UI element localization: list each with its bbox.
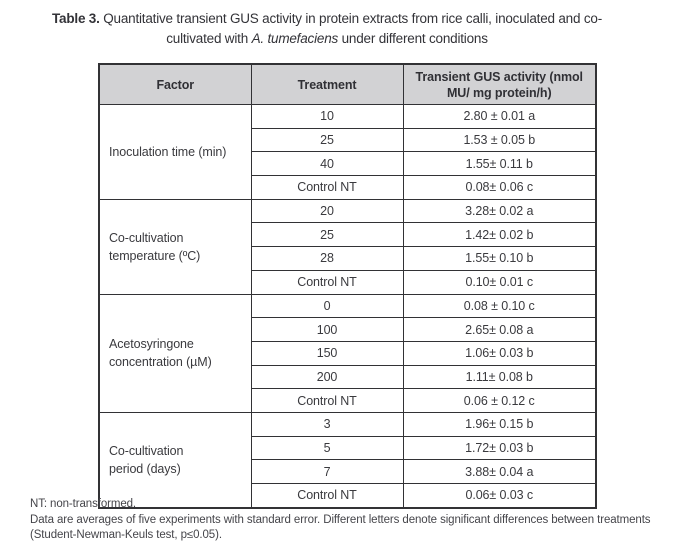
table-row: 100 2.65± 0.08 a <box>99 317 597 342</box>
table-row: 28 1.55± 0.10 b <box>99 246 597 271</box>
activity-cell: 0.06± 0.03 c <box>402 482 597 509</box>
treatment-cell: 7 <box>250 459 404 484</box>
table-row: Control NT 0.06± 0.03 c <box>99 482 597 509</box>
table-row: 200 1.11± 0.08 b <box>99 364 597 390</box>
activity-cell: 2.80 ± 0.01 a <box>402 104 597 129</box>
table-row: 25 1.53 ± 0.05 b <box>99 127 597 153</box>
caption-line-1: Table 3. Quantitative transient GUS acti… <box>0 9 654 29</box>
treatment-cell: 0 <box>250 293 404 319</box>
treatment-cell: Control NT <box>250 269 404 295</box>
footnote-nt: NT: non-transformed. <box>30 498 137 510</box>
caption-species-name: A. tumefaciens <box>251 31 339 46</box>
caption-line-2: cultivated with A. tumefaciens under dif… <box>0 29 654 49</box>
treatment-cell: Control NT <box>250 388 404 413</box>
gus-activity-table: Factor Treatment Transient GUS activity … <box>98 63 597 509</box>
factor-cell: Co-cultivation period (days) <box>98 411 252 509</box>
activity-cell: 1.55± 0.11 b <box>402 151 597 177</box>
factor-cell: Inoculation time (min) <box>98 104 252 200</box>
footnote-stats: Data are averages of five experiments wi… <box>30 513 651 542</box>
table-body: Inoculation time (min) 10 2.80 ± 0.01 a 25 1… <box>98 104 597 509</box>
activity-cell: 2.65± 0.08 a <box>402 317 597 342</box>
table-row: 25 1.42± 0.02 b <box>99 222 597 248</box>
treatment-cell: 100 <box>250 317 404 342</box>
activity-cell: 3.88± 0.04 a <box>402 459 597 484</box>
table-caption: Table 3. Quantitative transient GUS acti… <box>0 9 654 49</box>
header-treatment: Treatment <box>250 63 404 105</box>
activity-cell: 1.06± 0.03 b <box>402 340 597 366</box>
table-row: 5 1.72± 0.03 b <box>99 435 597 461</box>
factor-cell: Acetosyringone concentration (µM) <box>98 293 252 413</box>
table-row: Control NT 0.06 ± 0.12 c <box>99 388 597 413</box>
table-header-row: Factor Treatment Transient GUS activity … <box>98 63 597 105</box>
activity-cell: 1.96± 0.15 b <box>402 411 597 437</box>
caption-label: Table 3. <box>52 11 100 26</box>
treatment-cell: 25 <box>250 127 404 153</box>
activity-cell: 0.08 ± 0.10 c <box>402 293 597 319</box>
table-row: Inoculation time (min) 10 2.80 ± 0.01 a <box>98 104 597 200</box>
header-activity: Transient GUS activity (nmol MU/ mg prote… <box>402 63 597 105</box>
treatment-cell: 25 <box>250 222 404 248</box>
factor-cell: Co-cultivation temperature (ºC) <box>98 198 252 295</box>
activity-cell: 1.55± 0.10 b <box>402 246 597 271</box>
caption-text-2: cultivated with <box>166 31 252 46</box>
treatment-cell: Control NT <box>250 175 404 200</box>
activity-cell: 0.06 ± 0.12 c <box>402 388 597 413</box>
table-row: Co-cultivation period (days) 3 1.96± 0.15 b <box>98 411 597 509</box>
activity-cell: 3.28± 0.02 a <box>402 198 597 224</box>
treatment-cell: 10 <box>250 104 404 129</box>
table-row: Acetosyringone concentration (µM) 0 0.08 ± … <box>98 293 597 413</box>
activity-cell: 1.53 ± 0.05 b <box>402 127 597 153</box>
treatment-cell: 150 <box>250 340 404 366</box>
activity-cell: 1.11± 0.08 b <box>402 364 597 390</box>
treatment-cell: 200 <box>250 364 404 390</box>
activity-cell: 0.08± 0.06 c <box>402 175 597 200</box>
caption-text-1: Quantitative transient GUS activity in p… <box>99 11 602 26</box>
treatment-cell: 5 <box>250 435 404 461</box>
caption-text-3: under different conditions <box>338 31 488 46</box>
treatment-cell: 28 <box>250 246 404 271</box>
treatment-cell: 40 <box>250 151 404 177</box>
activity-cell: 1.42± 0.02 b <box>402 222 597 248</box>
treatment-cell: 3 <box>250 411 404 437</box>
table-row: Control NT 0.10± 0.01 c <box>99 269 597 295</box>
table-row: Co-cultivation temperature (ºC) 20 3.28± 0.… <box>98 198 597 295</box>
footnotes: NT: non-transformed. Data are averages o… <box>30 497 678 544</box>
header-factor: Factor <box>98 63 252 105</box>
treatment-cell: Control NT <box>250 482 404 509</box>
activity-cell: 1.72± 0.03 b <box>402 435 597 461</box>
treatment-cell: 20 <box>250 198 404 224</box>
activity-cell: 0.10± 0.01 c <box>402 269 597 295</box>
table-row: 150 1.06± 0.03 b <box>99 340 597 366</box>
table-row: Control NT 0.08± 0.06 c <box>99 175 597 200</box>
